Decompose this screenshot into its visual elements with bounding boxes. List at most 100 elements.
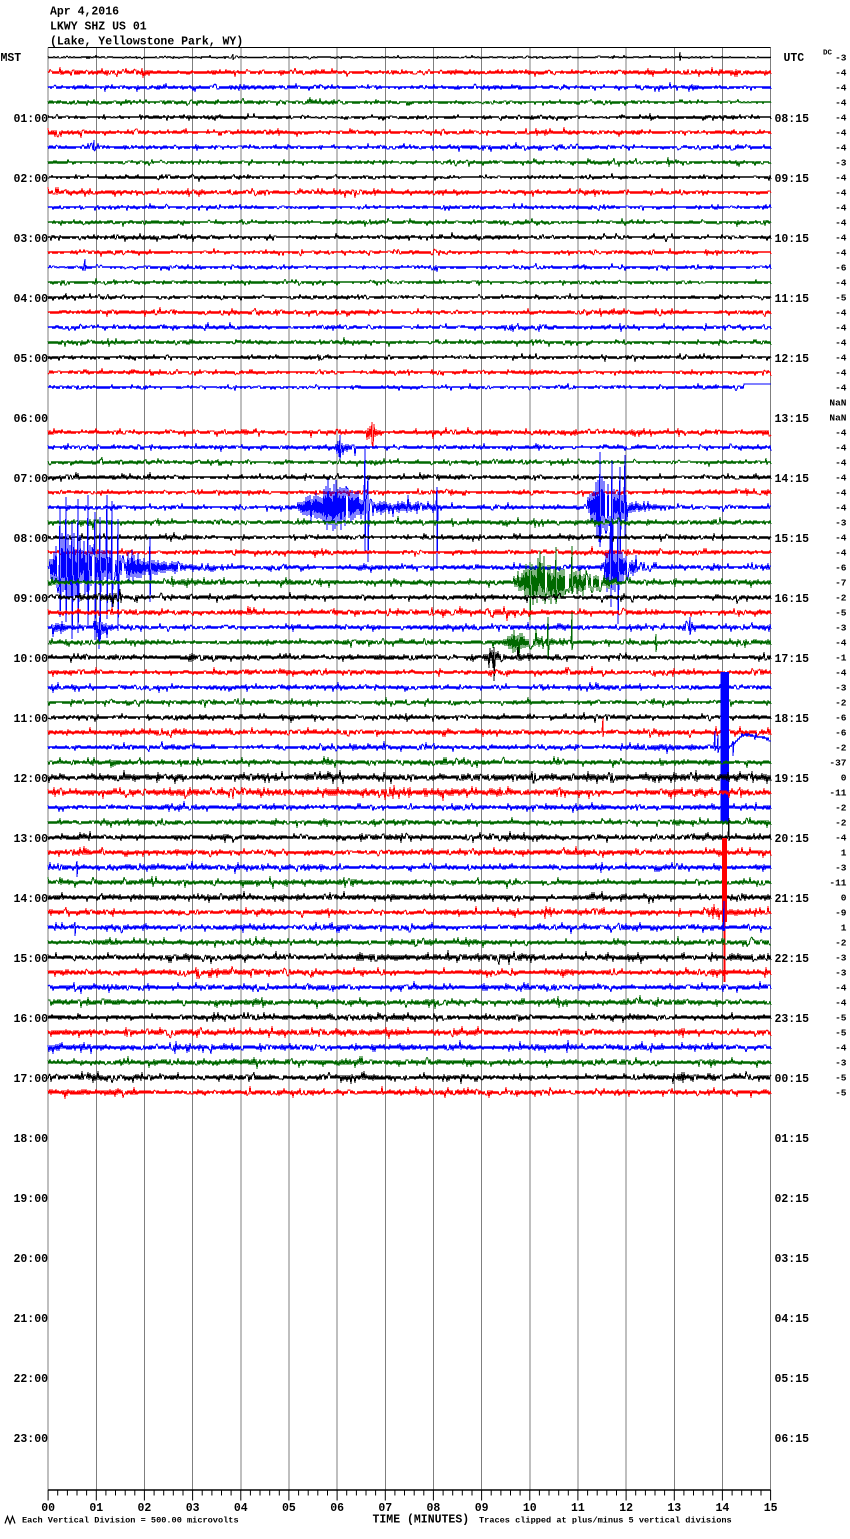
svg-text:1: 1 (841, 923, 847, 934)
svg-text:-4: -4 (835, 248, 847, 259)
svg-text:16:00: 16:00 (13, 1013, 48, 1026)
svg-text:-5: -5 (835, 1013, 847, 1024)
svg-text:-11: -11 (829, 878, 846, 889)
svg-text:13: 13 (667, 1502, 681, 1515)
svg-text:-4: -4 (835, 458, 847, 469)
svg-text:(Lake, Yellowstone Park, WY): (Lake, Yellowstone Park, WY) (50, 36, 243, 49)
svg-text:-9: -9 (835, 908, 847, 919)
svg-text:-5: -5 (835, 1088, 847, 1099)
svg-text:14:15: 14:15 (775, 473, 810, 486)
svg-text:15: 15 (764, 1502, 778, 1515)
svg-text:04: 04 (234, 1502, 248, 1515)
svg-text:22:15: 22:15 (775, 953, 810, 966)
svg-text:09:00: 09:00 (13, 593, 48, 606)
svg-text:-2: -2 (835, 698, 847, 709)
svg-text:-4: -4 (835, 998, 847, 1009)
svg-text:-4: -4 (835, 188, 847, 199)
svg-text:20:00: 20:00 (13, 1253, 48, 1266)
svg-text:-6: -6 (835, 728, 847, 739)
svg-text:06:15: 06:15 (775, 1433, 810, 1446)
svg-text:-7: -7 (835, 578, 847, 589)
svg-text:-6: -6 (835, 563, 847, 574)
svg-text:21:15: 21:15 (775, 893, 810, 906)
svg-text:06:00: 06:00 (13, 413, 48, 426)
svg-text:-4: -4 (835, 83, 847, 94)
svg-text:-4: -4 (835, 338, 847, 349)
svg-text:-4: -4 (835, 443, 847, 454)
svg-text:-3: -3 (835, 1058, 847, 1069)
svg-text:-4: -4 (835, 98, 847, 109)
svg-text:-3: -3 (835, 953, 847, 964)
svg-text:-4: -4 (835, 113, 847, 124)
svg-text:-3: -3 (835, 53, 847, 64)
svg-text:18:15: 18:15 (775, 713, 810, 726)
svg-text:-6: -6 (835, 263, 847, 274)
svg-text:12:15: 12:15 (775, 353, 810, 366)
svg-text:19:15: 19:15 (775, 773, 810, 786)
svg-text:05:15: 05:15 (775, 1373, 810, 1386)
svg-text:-4: -4 (835, 323, 847, 334)
svg-text:05:00: 05:00 (13, 353, 48, 366)
svg-text:13:15: 13:15 (775, 413, 810, 426)
svg-text:1: 1 (841, 848, 847, 859)
svg-text:-5: -5 (835, 608, 847, 619)
svg-text:-4: -4 (835, 308, 847, 319)
svg-text:13:00: 13:00 (13, 833, 48, 846)
svg-text:MST: MST (1, 52, 22, 65)
svg-text:04:00: 04:00 (13, 293, 48, 306)
svg-text:-4: -4 (835, 428, 847, 439)
svg-text:12:00: 12:00 (13, 773, 48, 786)
svg-text:-4: -4 (835, 203, 847, 214)
svg-text:-4: -4 (835, 353, 847, 364)
svg-text:Apr 4,2016: Apr 4,2016 (50, 6, 119, 19)
svg-text:Each Vertical Division = 500.: Each Vertical Division = 500.00 microvol… (22, 1516, 239, 1526)
svg-text:-3: -3 (835, 968, 847, 979)
svg-text:-3: -3 (835, 863, 847, 874)
svg-text:22:00: 22:00 (13, 1373, 48, 1386)
svg-text:-6: -6 (835, 713, 847, 724)
svg-text:0: 0 (841, 773, 847, 784)
svg-text:NaN: NaN (829, 413, 846, 424)
svg-text:Traces clipped at plus/minus 5: Traces clipped at plus/minus 5 vertical … (479, 1516, 732, 1526)
svg-text:05: 05 (282, 1502, 296, 1515)
svg-text:14:00: 14:00 (13, 893, 48, 906)
svg-text:-37: -37 (829, 758, 846, 769)
svg-text:-2: -2 (835, 743, 847, 754)
svg-text:-4: -4 (835, 638, 847, 649)
svg-text:-1: -1 (835, 653, 847, 664)
svg-text:23:00: 23:00 (13, 1433, 48, 1446)
svg-text:-4: -4 (835, 488, 847, 499)
svg-text:10:00: 10:00 (13, 653, 48, 666)
svg-text:03:00: 03:00 (13, 233, 48, 246)
svg-text:15:15: 15:15 (775, 533, 810, 546)
svg-text:-4: -4 (835, 233, 847, 244)
svg-text:17:15: 17:15 (775, 653, 810, 666)
svg-text:DC: DC (823, 50, 833, 58)
svg-text:-4: -4 (835, 368, 847, 379)
svg-text:-3: -3 (835, 518, 847, 529)
svg-text:07: 07 (378, 1502, 392, 1515)
svg-text:00:15: 00:15 (775, 1073, 810, 1086)
svg-text:01:00: 01:00 (13, 113, 48, 126)
svg-text:08: 08 (426, 1502, 440, 1515)
svg-text:-4: -4 (835, 983, 847, 994)
svg-text:-4: -4 (835, 1043, 847, 1054)
svg-text:-4: -4 (835, 473, 847, 484)
svg-text:08:15: 08:15 (775, 113, 810, 126)
svg-text:-4: -4 (835, 173, 847, 184)
svg-text:-4: -4 (835, 128, 847, 139)
svg-text:-3: -3 (835, 623, 847, 634)
svg-text:10:15: 10:15 (775, 233, 810, 246)
svg-text:-4: -4 (835, 503, 847, 514)
svg-text:-3: -3 (835, 683, 847, 694)
svg-text:TIME (MINUTES): TIME (MINUTES) (373, 1514, 470, 1527)
svg-text:07:00: 07:00 (13, 473, 48, 486)
svg-text:02: 02 (137, 1502, 151, 1515)
svg-text:21:00: 21:00 (13, 1313, 48, 1326)
svg-text:NaN: NaN (829, 398, 846, 409)
svg-text:09: 09 (475, 1502, 489, 1515)
svg-text:19:00: 19:00 (13, 1193, 48, 1206)
svg-text:-4: -4 (835, 548, 847, 559)
svg-text:-2: -2 (835, 593, 847, 604)
svg-text:-4: -4 (835, 278, 847, 289)
